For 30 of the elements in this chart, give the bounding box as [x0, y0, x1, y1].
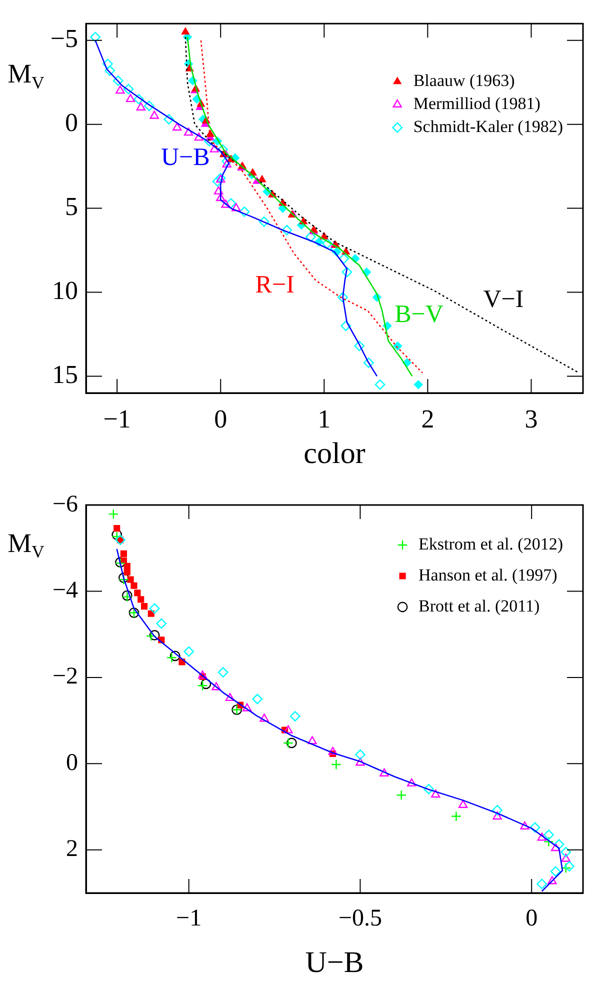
y-tick-label: 15	[52, 360, 78, 390]
y-tick-label: 10	[52, 276, 78, 306]
series-label: B−V	[394, 300, 444, 328]
legend-label: Ekstrom et al. (2012)	[418, 534, 563, 554]
y-tick-label: 0	[66, 750, 78, 776]
y-tick-label: −5	[50, 24, 78, 54]
x-tick-label: −0.5	[338, 906, 382, 932]
x-tick-label: −1	[176, 906, 202, 932]
x-tick-label: 2	[421, 404, 434, 434]
y-tick-label: −2	[52, 664, 78, 690]
series-label: U−B	[160, 144, 210, 171]
legend-label: Schmidt-Kaler (1982)	[413, 117, 563, 136]
legend-label: Hanson et al. (1997)	[418, 565, 558, 584]
x-tick-label: 1	[318, 404, 331, 434]
y-tick-label: −4	[52, 578, 78, 604]
x-axis-title: U−B	[305, 946, 364, 979]
y-tick-label: 0	[65, 108, 78, 138]
legend-label: Blaauw (1963)	[413, 71, 515, 90]
legend-label: Mermilliod (1981)	[413, 94, 540, 114]
x-tick-label: 3	[524, 404, 538, 434]
y-tick-label: 2	[66, 836, 78, 862]
x-axis-title: color	[304, 436, 366, 470]
y-tick-label: 5	[65, 192, 78, 222]
x-tick-label: 0	[214, 404, 228, 434]
series-label: R−I	[255, 271, 294, 298]
x-tick-label: 0	[526, 906, 538, 932]
series-label: V−I	[483, 286, 524, 314]
y-tick-label: −6	[52, 491, 78, 518]
legend-label: Brott et al. (2011)	[418, 596, 540, 616]
x-tick-label: −1	[103, 404, 131, 434]
